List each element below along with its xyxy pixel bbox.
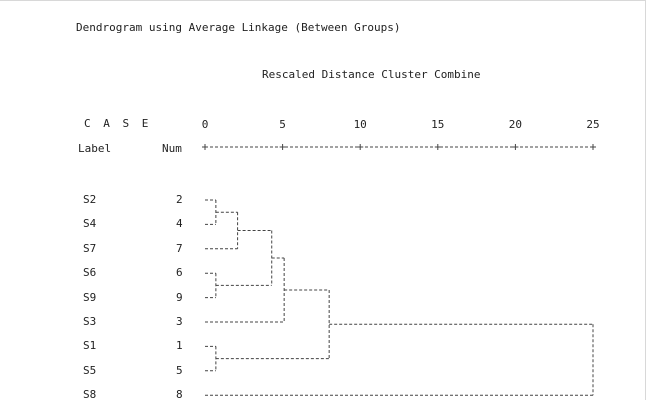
case-label: S6 (83, 266, 97, 280)
case-label: S8 (83, 388, 97, 401)
x-tick-label: 20 (508, 118, 523, 131)
case-number: 9 (176, 290, 183, 304)
case-header: C A S E (84, 117, 152, 130)
case-label: S1 (83, 339, 97, 353)
case-number: 5 (176, 363, 183, 377)
case-number: 7 (176, 241, 183, 255)
case-number: 8 (176, 388, 183, 401)
case-number: 2 (176, 193, 183, 206)
x-tick-label: 15 (431, 118, 445, 131)
x-tick-label: 0 (201, 118, 209, 131)
x-tick-label: 10 (353, 118, 367, 131)
case-number: 1 (176, 339, 183, 353)
case-number: 4 (176, 217, 183, 231)
num-column-header: Num (162, 142, 182, 155)
case-label: S2 (83, 193, 97, 206)
x-axis-label: Rescaled Distance Cluster Combine (262, 68, 481, 81)
chart-title: Dendrogram using Average Linkage (Betwee… (76, 21, 401, 34)
x-tick-label: 25 (586, 118, 600, 131)
case-label: S3 (83, 315, 97, 328)
case-label: S7 (83, 241, 97, 255)
case-number: 3 (176, 315, 183, 328)
case-number: 6 (176, 266, 183, 280)
x-tick-label: 5 (279, 118, 286, 131)
label-column-header: Label (78, 142, 112, 155)
case-label: S4 (83, 217, 97, 231)
case-label: S5 (83, 363, 97, 377)
case-label: S9 (83, 290, 97, 304)
